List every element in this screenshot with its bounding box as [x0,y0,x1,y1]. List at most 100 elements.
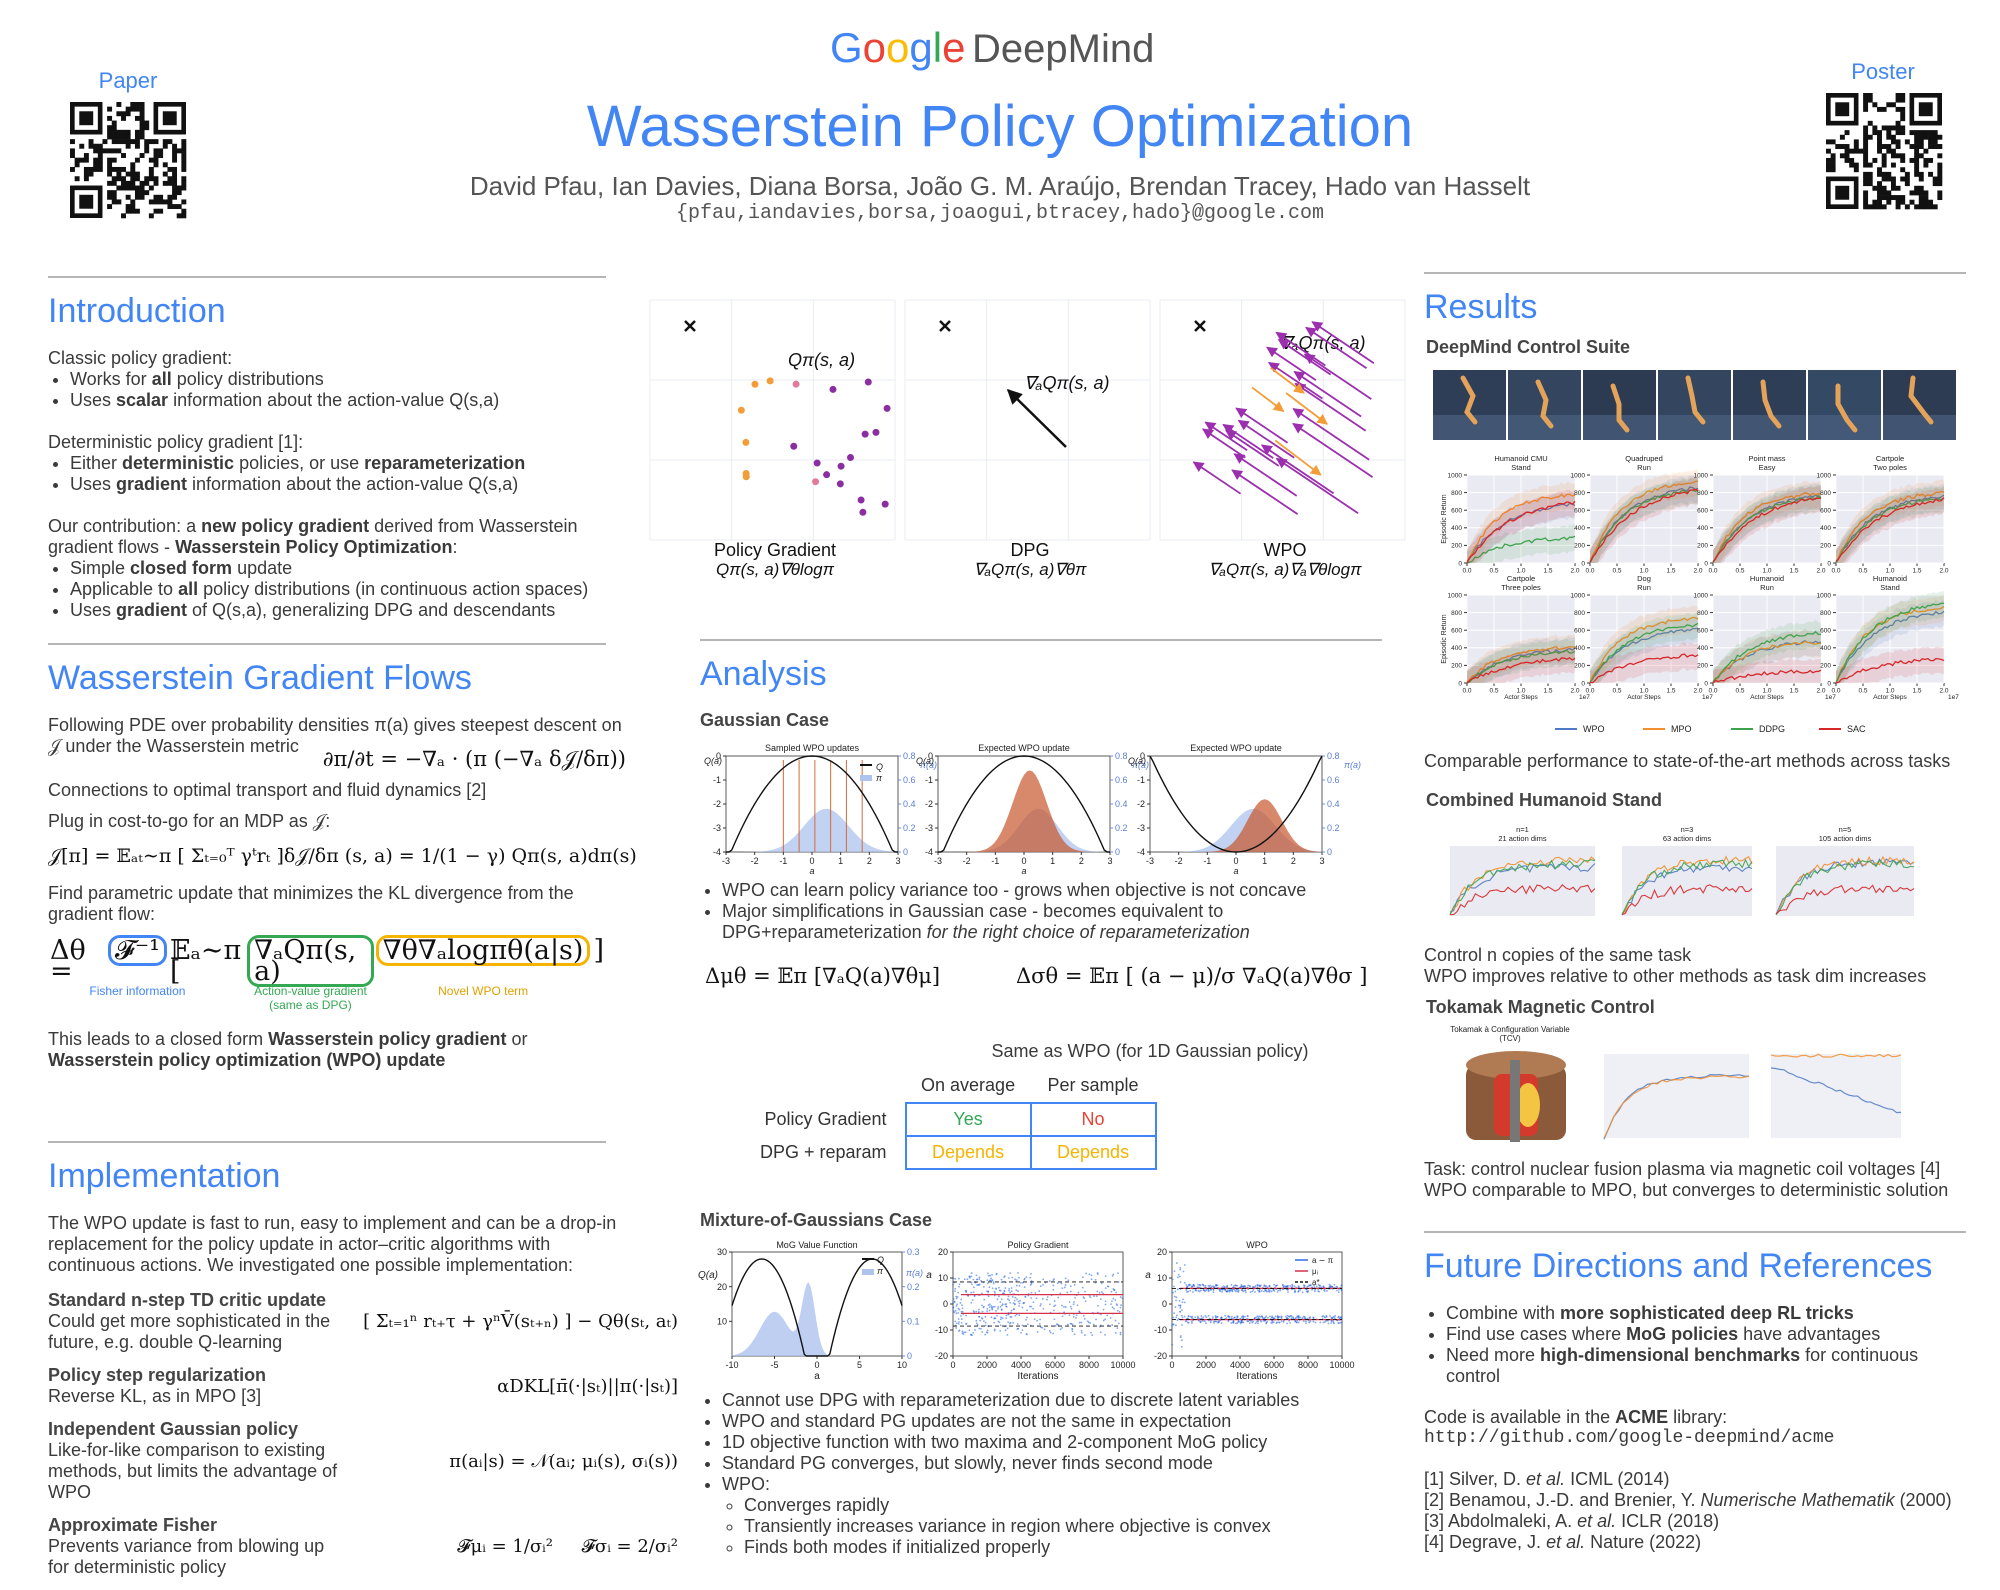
text-run: information about the action-value Q(s,a… [187,474,519,494]
sample-point [1071,1328,1074,1330]
x-tick-label: -2 [1175,856,1183,866]
x-tick-label: 2.0 [1939,688,1948,695]
x-exponent: 1e7 [1825,694,1836,701]
sample-point [958,1321,960,1323]
sample-point [1017,1271,1019,1274]
sample-point [999,1318,1002,1321]
qr-module [176,190,182,196]
qr-module [1863,139,1869,145]
sample-point [995,1309,997,1312]
series-line [1775,858,1915,915]
rich-text: Uses gradient of Q(s,a), generalizing DP… [70,600,555,620]
qr-module [107,180,113,186]
sample-point [1240,1321,1242,1324]
sample-point [1322,1321,1325,1324]
y-tick-label: 0 [716,751,721,761]
sample-point [1228,1289,1231,1292]
plot-frame [1171,1251,1343,1357]
sample-point [1197,1286,1200,1289]
qr-module [1932,204,1938,210]
qr-module [139,153,145,158]
x-tick-label: 2.0 [1693,688,1702,695]
sample-point [1071,1330,1074,1333]
sample-point [1202,1283,1205,1286]
qr-module [1881,157,1887,163]
section-heading: Implementation [48,1157,281,1195]
sample-point [1061,1304,1063,1307]
series-line [1770,1067,1902,1114]
qr-module [167,199,173,205]
y-tick-label: 0 [903,847,908,857]
sample-point [1081,1286,1084,1289]
qr-module [107,194,113,200]
text-run: Uses [70,600,117,620]
plot-title: Policy Gradient [1007,1240,1069,1250]
x-tick-label: 6000 [1264,1360,1284,1370]
qr-code [1826,93,1943,210]
x-tick-label: 1.5 [1789,688,1798,695]
sample-point [1052,1288,1055,1291]
item-description: Could get more sophisticated in the futu… [48,1311,331,1352]
sample-point [1242,1321,1245,1324]
sample-point [1256,1319,1259,1322]
wpo-arrow [1292,422,1374,478]
qr-module [148,157,154,163]
sample-point [1018,1276,1020,1279]
y-tick-label: 400 [1820,525,1831,532]
qr-module [1904,171,1910,177]
qr-module [111,194,117,200]
y-tick-label: 0.4 [1327,799,1340,809]
sample-point [1299,1288,1302,1291]
task-floor [1883,415,1956,440]
sample-point [1054,1304,1057,1307]
series-line [1449,856,1596,915]
sample-point [998,1321,1001,1324]
sample-point [1297,1285,1300,1288]
qr-module [97,162,103,168]
qr-module [1928,157,1934,163]
wpo-arrow [1274,439,1322,476]
sample-point [1338,1289,1340,1291]
y-tick-label: 10 [717,1316,727,1326]
x-tick-label: 0.0 [1462,688,1471,695]
qr-module [1826,148,1831,154]
sample-point [1104,1287,1107,1290]
qr-module [181,185,187,191]
qr-module [1886,176,1892,182]
sample-point [1251,1290,1254,1293]
sample-point [1006,1334,1009,1336]
sample-point [991,1307,994,1310]
start-marker [684,320,696,332]
sample-point [1337,1291,1340,1294]
sample-point [1237,1290,1240,1293]
sample-point [1084,1300,1087,1303]
plot-title: Easy [1759,463,1776,472]
sample-point [1194,1316,1197,1319]
sample-point [956,1303,959,1306]
sample-point [1303,1315,1306,1318]
sample-point [956,1296,959,1298]
sample-point [958,1308,961,1311]
sample-point [1008,1287,1011,1290]
sample-point [1252,1288,1255,1291]
qr-module [134,190,140,196]
y-tick-label: 1000 [1571,592,1586,599]
text-run: WPO: [722,1474,770,1494]
sample-point [1000,1316,1002,1319]
sample-point [1072,1303,1075,1306]
y-tick-label: 0 [928,751,933,761]
qr-module [167,180,173,186]
qr-module [111,148,117,154]
series-line [1466,647,1576,684]
sample-point [1200,1317,1203,1320]
sample-point [1171,1343,1174,1346]
x-tick-label: 0 [1021,856,1026,866]
y-tick-label: 0 [1140,751,1145,761]
text-run: WPO can learn policy variance too - grow… [722,880,1307,900]
series-line [1589,489,1699,564]
sample-point [1030,1291,1033,1294]
bullet-item: Finds both modes if initialized properly [744,1537,1390,1558]
qr-module [1937,153,1943,159]
sample-point [952,1310,955,1312]
sample-point [978,1315,980,1318]
